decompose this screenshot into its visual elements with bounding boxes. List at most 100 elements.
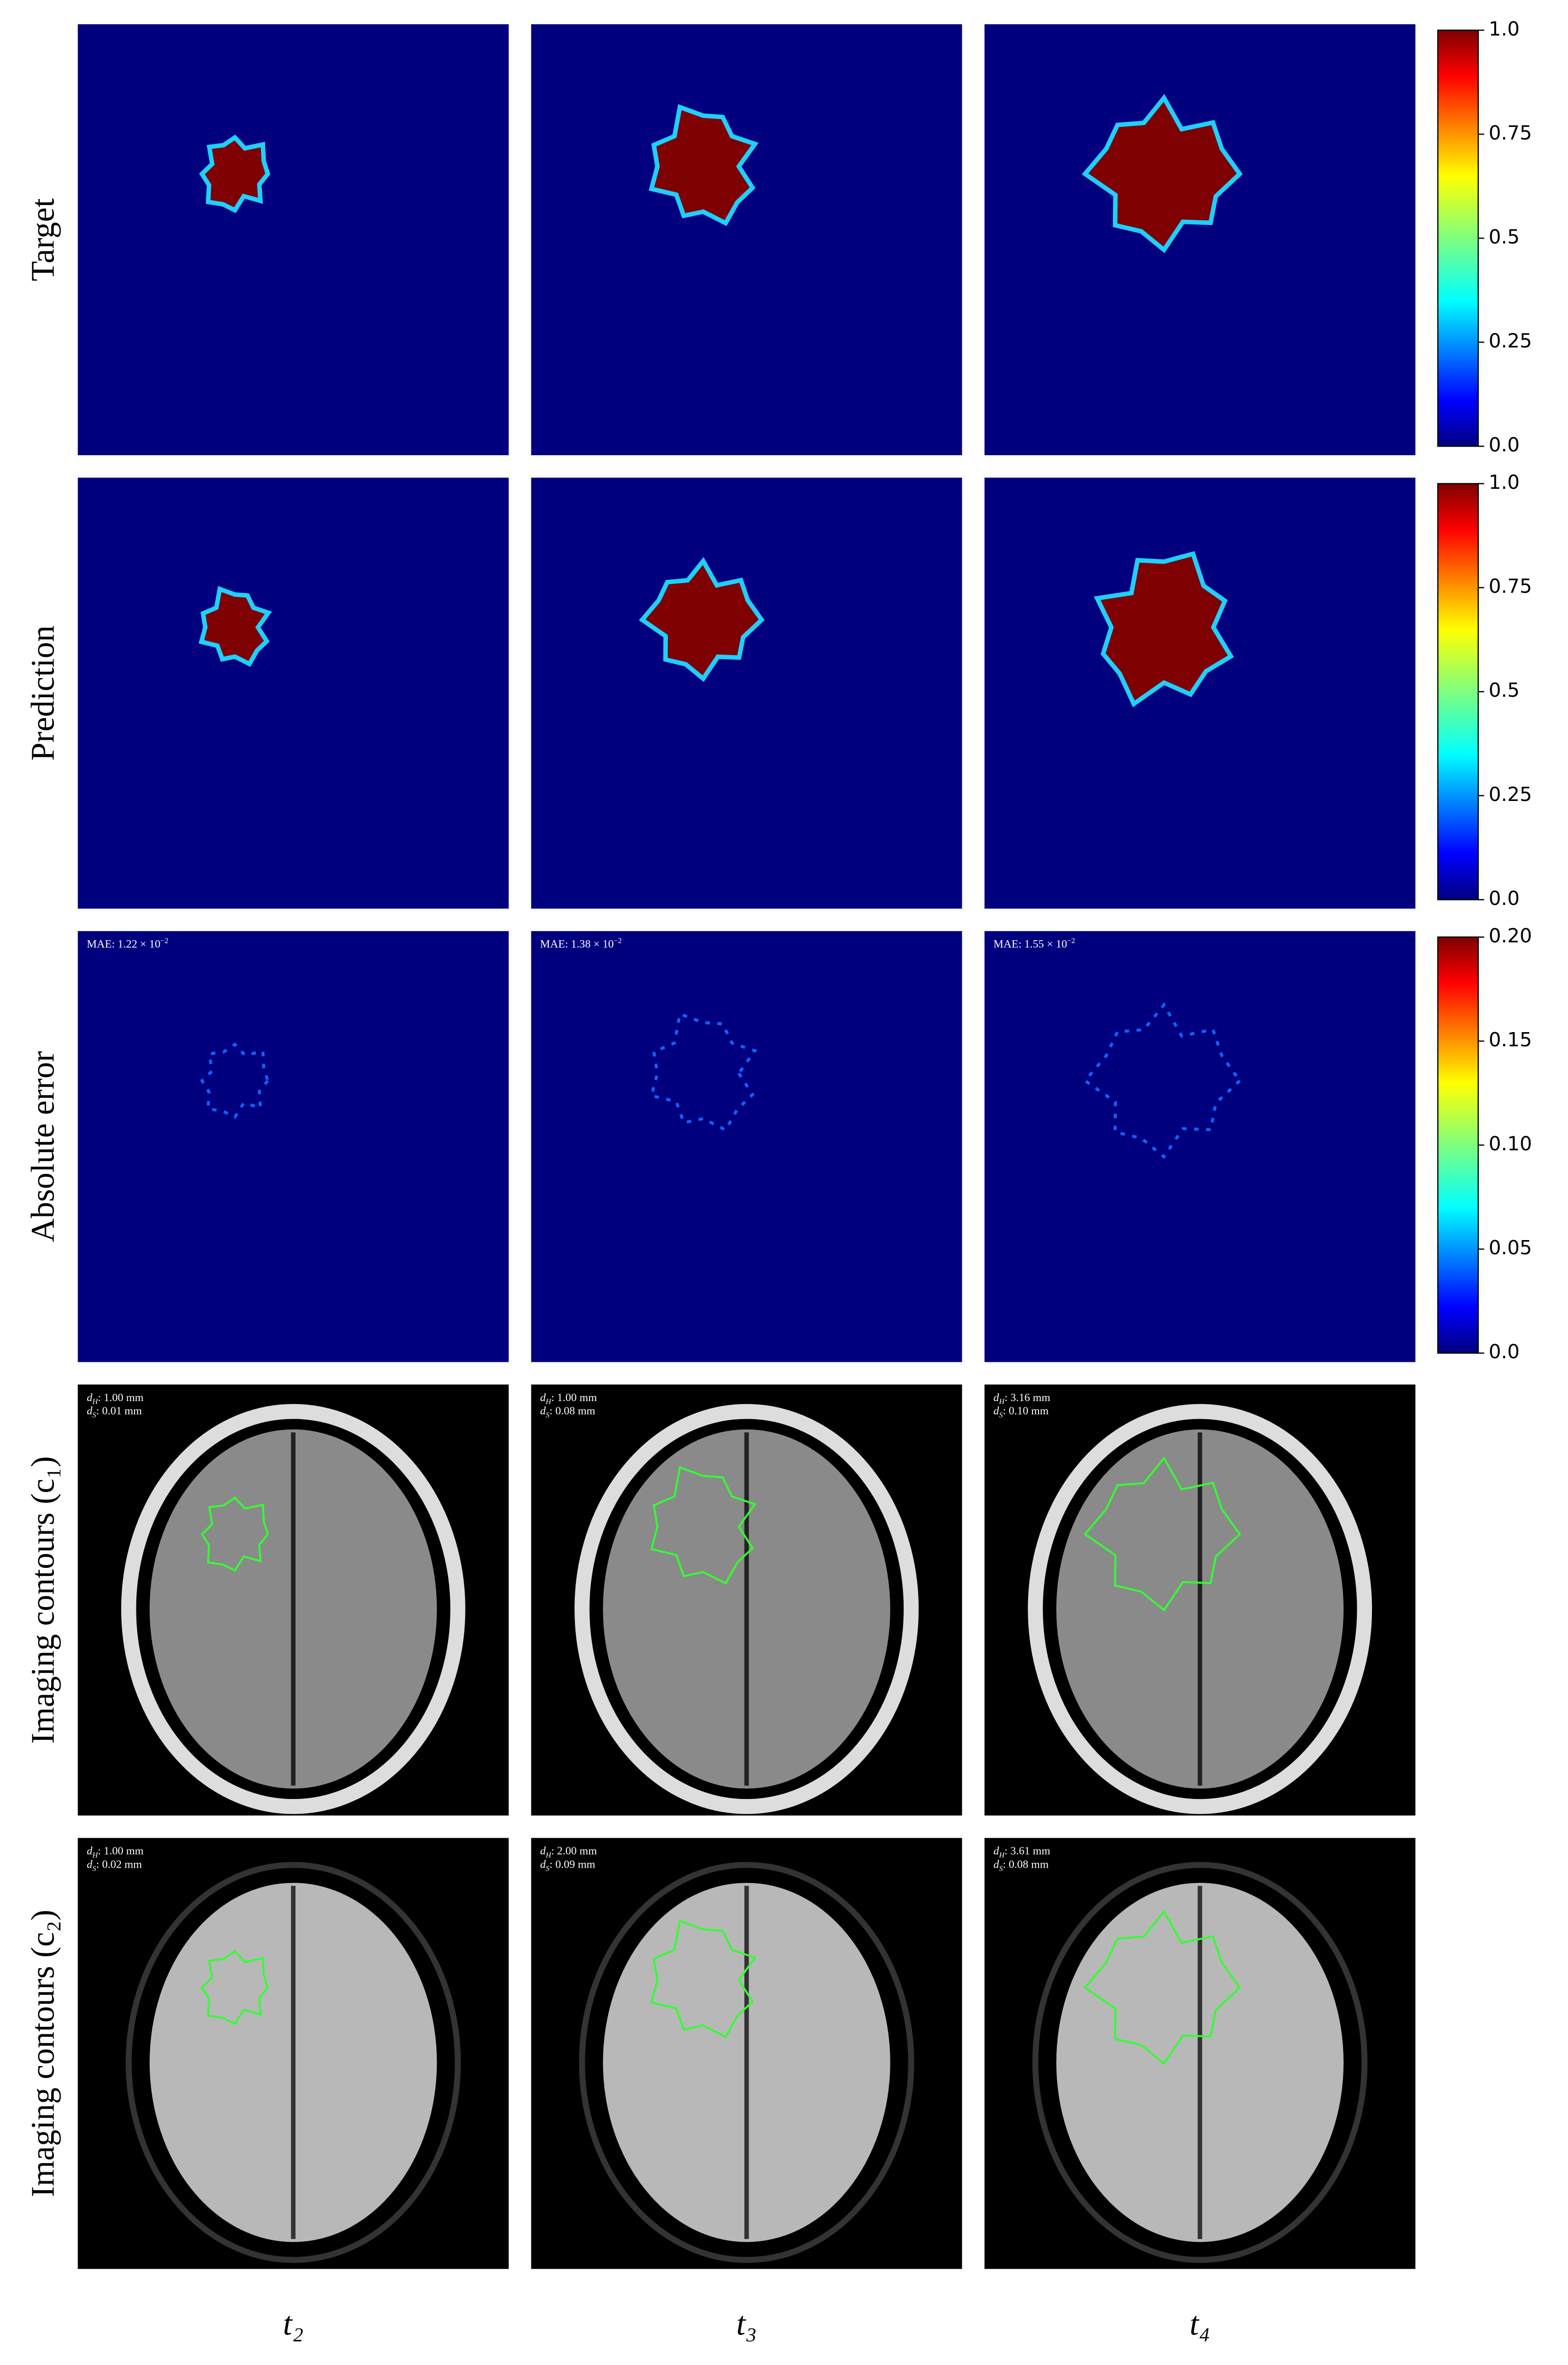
column-label: t₃ <box>736 2306 757 2342</box>
panel-background <box>78 24 509 456</box>
tumor-map <box>1093 551 1234 708</box>
colorbar-tick-label: 0.75 <box>1489 121 1532 144</box>
panel-background <box>78 477 509 909</box>
panel-background <box>531 931 962 1362</box>
value: : 0.08 mm <box>549 1405 595 1417</box>
panel-background <box>984 477 1416 909</box>
mae: MAE: 1.55 × 10 <box>994 938 1067 950</box>
tumor-contour <box>1084 1456 1241 1612</box>
distance-note: dH: 3.61 mm <box>994 1845 1051 1859</box>
distance-note: dS: 0.01 mm <box>87 1405 142 1419</box>
symbol: d <box>540 1405 546 1417</box>
subscript: H <box>545 1851 552 1859</box>
panel-background <box>984 931 1416 1362</box>
symbol: d <box>87 1392 92 1404</box>
mae-note: MAE: 1.55 × 10−2 <box>994 937 1075 950</box>
symbol: d <box>994 1392 999 1404</box>
panel: MAE: 1.38 × 10−2 <box>531 931 962 1362</box>
tumor-map <box>1082 94 1243 253</box>
skull <box>1032 1861 1368 2263</box>
skull <box>579 1861 914 2263</box>
column-label: t₄ <box>1190 2306 1210 2342</box>
colorbar <box>1437 483 1479 900</box>
tumor-map <box>639 557 765 682</box>
mae: MAE: 1.38 × 10 <box>540 938 614 950</box>
colorbar-tick-label: 0.15 <box>1489 1028 1532 1051</box>
colorbar-tick-label: 0.5 <box>1489 225 1520 248</box>
symbol: d <box>540 1392 546 1404</box>
panel <box>531 24 962 456</box>
subscript: S <box>546 1412 549 1420</box>
skull <box>574 1404 919 1814</box>
distance-note: dH: 3.16 mm <box>994 1392 1051 1406</box>
colorbar-tick-label: 1.0 <box>1489 471 1520 494</box>
colorbar-tick-label: 0.20 <box>1489 924 1532 947</box>
row-label: Target <box>25 198 62 281</box>
distance-note: dS: 0.02 mm <box>87 1858 142 1872</box>
mae-note: MAE: 1.38 × 10−2 <box>540 937 622 950</box>
row-label: Imaging contours (c₁) <box>25 1456 62 1744</box>
column-label: t₂ <box>283 2306 303 2342</box>
distance-note: dH: 2.00 mm <box>540 1845 598 1859</box>
subscript: H <box>92 1851 99 1859</box>
tumor-map <box>648 104 759 226</box>
colorbar-tick-label: 0.0 <box>1489 1340 1520 1363</box>
symbol: d <box>87 1405 92 1417</box>
panel-background <box>531 24 962 456</box>
row-label: Absolute error <box>25 1051 62 1242</box>
colorbar-tick-label: 0.05 <box>1489 1236 1532 1259</box>
subscript: H <box>999 1851 1005 1859</box>
value: : 0.10 mm <box>1003 1405 1049 1417</box>
panel <box>78 24 509 456</box>
symbol: d <box>87 1845 92 1857</box>
colorbar-tick-label: 0.75 <box>1489 575 1532 598</box>
value: : 1.00 mm <box>551 1392 597 1404</box>
symbol: d <box>540 1858 546 1870</box>
value: : 0.09 mm <box>549 1858 595 1870</box>
value: : 0.01 mm <box>96 1405 142 1417</box>
error-map <box>1083 1002 1242 1159</box>
panel-background <box>78 931 509 1362</box>
value: : 2.00 mm <box>551 1845 597 1857</box>
panel <box>984 24 1416 456</box>
distance-note: dH: 1.00 mm <box>87 1845 144 1859</box>
symbol: d <box>994 1858 999 1870</box>
subscript: H <box>92 1398 99 1406</box>
value: : 0.08 mm <box>1003 1858 1049 1870</box>
panel <box>531 477 962 909</box>
colorbar-tick-label: 0.25 <box>1489 783 1532 806</box>
symbol: d <box>994 1405 999 1417</box>
value: : 1.00 mm <box>98 1845 143 1857</box>
error-map <box>200 1042 270 1119</box>
colorbar-tick-label: 1.0 <box>1489 18 1520 40</box>
subscript: S <box>999 1412 1003 1420</box>
distance-note: dS: 0.08 mm <box>540 1405 596 1419</box>
colorbar-tick-label: 0.25 <box>1489 330 1532 352</box>
tumor-contour <box>200 1496 269 1572</box>
panel: MAE: 1.22 × 10−2 <box>78 931 509 1362</box>
skull <box>121 1404 466 1814</box>
colorbar <box>1437 29 1479 447</box>
exponent: −2 <box>614 937 622 945</box>
distance-note: dS: 0.08 mm <box>994 1858 1049 1872</box>
skull <box>1028 1404 1372 1814</box>
subscript: S <box>546 1865 549 1873</box>
distance-note: dS: 0.09 mm <box>540 1858 596 1872</box>
exponent: −2 <box>1067 937 1075 945</box>
row-label: Prediction <box>25 626 62 761</box>
panel: MAE: 1.55 × 10−2 <box>984 931 1416 1362</box>
colorbar-tick-label: 0.5 <box>1489 679 1520 701</box>
row-label: Imaging contours (c₂) <box>25 1910 62 2197</box>
colorbar-tick-label: 0.10 <box>1489 1133 1532 1155</box>
error-map <box>649 1012 758 1132</box>
tumor-contour <box>200 1950 269 2025</box>
tumor-contour <box>650 1919 757 2038</box>
tumor-map <box>198 586 272 667</box>
panel-background <box>531 477 962 909</box>
